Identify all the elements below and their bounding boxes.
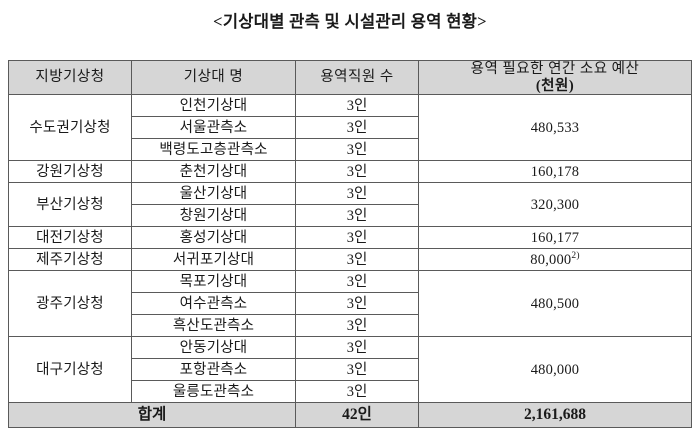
cell-station: 포항관측소 — [131, 358, 296, 382]
cell-budget: 160,177 — [418, 226, 692, 250]
cell-office: 광주기상청 — [8, 270, 132, 338]
cell-office: 강원기상청 — [8, 160, 132, 184]
cell-office: 대전기상청 — [8, 226, 132, 250]
table-row: 서울관측소 3인 — [9, 116, 692, 140]
cell-office: 수도권기상청 — [8, 94, 132, 162]
budget-amount: 320,300 — [530, 196, 580, 213]
table-row: 포항관측소 3인 — [9, 358, 692, 382]
table-row: 대구기상청 안동기상대 3인 480,000 — [8, 336, 692, 404]
budget-amount: 480,500 — [530, 295, 580, 312]
cell-staff-count: 3인 — [295, 380, 419, 404]
column-header-budget-line1: 용역 필요한 연간 소요 예산 — [470, 61, 640, 77]
column-header-station: 기상대 명 — [131, 59, 296, 96]
cell-budget: 320,300 — [418, 182, 692, 228]
cell-total-staff: 42인 — [295, 402, 419, 429]
table-row: 창원기상대 3인 — [9, 204, 692, 228]
cell-staff-count: 3인 — [295, 226, 419, 250]
service-status-table: 지방기상청 기상대 명 용역직원 수 용역 필요한 연간 소요 예산 (천원) … — [8, 59, 692, 429]
cell-total-label: 합계 — [8, 402, 296, 429]
cell-staff-count: 3인 — [295, 116, 419, 140]
cell-staff-count: 3인 — [295, 292, 419, 316]
table-row: 부산기상청 울산기상대 3인 320,300 — [8, 182, 692, 228]
cell-staff-count: 3인 — [295, 138, 419, 162]
cell-staff-count: 3인 — [295, 160, 419, 184]
table-row: 제주기상청 서귀포기상대 3인 80,0002) — [8, 248, 692, 272]
cell-budget: 480,533 — [418, 94, 692, 162]
cell-staff-count: 3인 — [295, 336, 419, 360]
budget-footnote-marker: 2) — [571, 250, 580, 261]
table-row: 수도권기상청 인천기상대 3인 480,533 — [8, 94, 692, 162]
budget-amount: 80,000 — [530, 251, 572, 268]
cell-budget: 80,0002) — [418, 248, 692, 272]
cell-staff-count: 3인 — [295, 358, 419, 382]
page-title: <기상대별 관측 및 시설관리 용역 현황> — [213, 12, 487, 31]
budget-amount: 480,533 — [530, 119, 580, 136]
table-row: 백령도고층관측소 3인 — [9, 138, 692, 162]
table-row: 울릉도관측소 3인 — [9, 380, 692, 404]
table-container: 지방기상청 기상대 명 용역직원 수 용역 필요한 연간 소요 예산 (천원) … — [8, 59, 692, 429]
cell-office: 부산기상청 — [8, 182, 132, 228]
cell-budget: 480,000 — [418, 336, 692, 404]
header-row: 지방기상청 기상대 명 용역직원 수 용역 필요한 연간 소요 예산 (천원) — [8, 59, 692, 96]
cell-station: 여수관측소 — [131, 292, 296, 316]
cell-station: 흑산도관측소 — [131, 314, 296, 338]
budget-amount: 160,177 — [530, 229, 580, 246]
budget-amount: 160,178 — [530, 163, 580, 180]
cell-budget: 480,500 — [418, 270, 692, 338]
cell-station: 울산기상대 — [131, 182, 296, 206]
table-header: 지방기상청 기상대 명 용역직원 수 용역 필요한 연간 소요 예산 (천원) — [8, 59, 692, 96]
cell-station: 울릉도관측소 — [131, 380, 296, 404]
cell-budget: 160,178 — [418, 160, 692, 184]
column-header-staff: 용역직원 수 — [295, 59, 419, 96]
cell-station: 안동기상대 — [131, 336, 296, 360]
cell-staff-count: 3인 — [295, 182, 419, 206]
cell-office: 대구기상청 — [8, 336, 132, 404]
cell-office: 제주기상청 — [8, 248, 132, 272]
column-header-office: 지방기상청 — [8, 59, 132, 96]
budget-amount: 480,000 — [530, 361, 580, 378]
cell-total-budget: 2,161,688 — [418, 402, 692, 429]
cell-staff-count: 3인 — [295, 270, 419, 294]
column-header-budget-line2: (천원) — [535, 77, 575, 94]
table-row: 광주기상청 목포기상대 3인 480,500 — [8, 270, 692, 338]
cell-staff-count: 3인 — [295, 204, 419, 228]
table-row: 강원기상청 춘천기상대 3인 160,178 — [8, 160, 692, 184]
cell-station: 홍성기상대 — [131, 226, 296, 250]
table-row: 흑산도관측소 3인 — [9, 314, 692, 338]
table-row: 대전기상청 홍성기상대 3인 160,177 — [8, 226, 692, 250]
cell-station: 인천기상대 — [131, 94, 296, 118]
cell-station: 춘천기상대 — [131, 160, 296, 184]
column-header-budget: 용역 필요한 연간 소요 예산 (천원) — [418, 59, 692, 96]
cell-staff-count: 3인 — [295, 314, 419, 338]
cell-staff-count: 3인 — [295, 94, 419, 118]
cell-station: 서울관측소 — [131, 116, 296, 140]
cell-station: 목포기상대 — [131, 270, 296, 294]
table-total-row: 합계 42인 2,161,688 — [8, 402, 692, 429]
table-body: 수도권기상청 인천기상대 3인 480,533 서울관측소 3인 백령도고층관측소 3인 강원기… — [8, 94, 692, 429]
cell-station: 백령도고층관측소 — [131, 138, 296, 162]
cell-station: 서귀포기상대 — [131, 248, 296, 272]
cell-staff-count: 3인 — [295, 248, 419, 272]
cell-station: 창원기상대 — [131, 204, 296, 228]
